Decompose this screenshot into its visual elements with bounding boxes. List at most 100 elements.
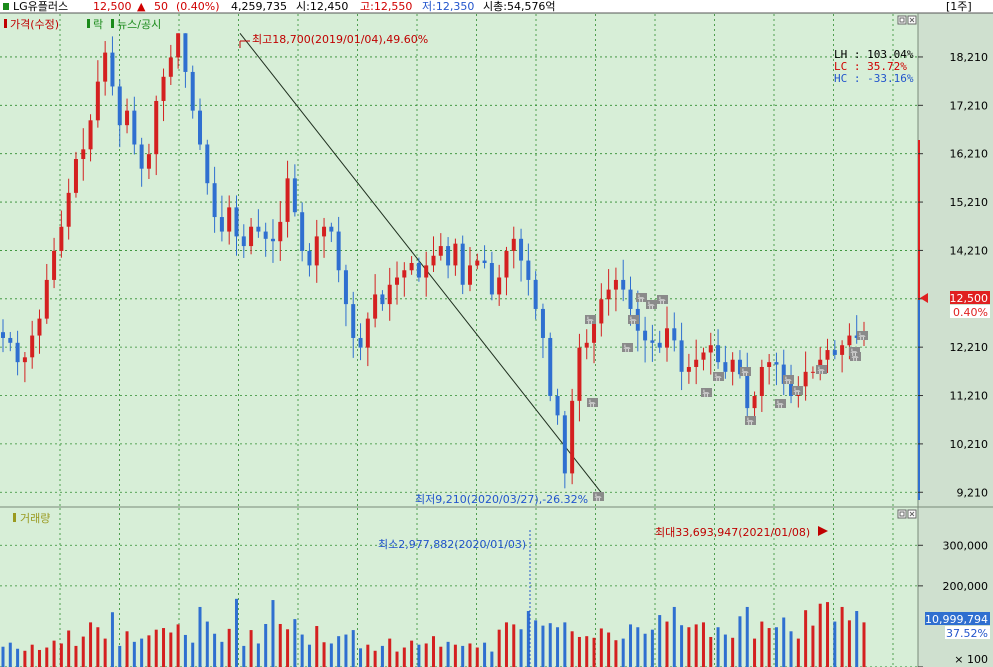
news-badge-icon[interactable]: 뉴	[783, 375, 794, 385]
volume-bar	[643, 633, 647, 667]
news-badge-icon[interactable]: 뉴	[587, 398, 598, 408]
news-badge-icon[interactable]: 뉴	[740, 367, 751, 377]
candlestick	[526, 243, 531, 296]
news-badge-icon[interactable]: 뉴	[816, 365, 827, 375]
price-tick-label: 14,210	[950, 244, 989, 257]
volume-unit-label: × 100	[954, 653, 988, 666]
candlestick	[227, 195, 232, 245]
maximize-icon[interactable]	[897, 509, 907, 519]
candlestick	[358, 323, 363, 361]
volume-tick-label: 200,000	[943, 580, 989, 593]
range-stats: LH : 103.04% LC : 35.72% HC : -33.16%	[834, 48, 914, 85]
volume-bar	[234, 598, 238, 667]
volume-bar	[67, 630, 71, 667]
candlestick	[307, 243, 312, 277]
candlestick	[373, 274, 378, 328]
news-badge-icon[interactable]: 뉴	[646, 300, 657, 310]
volume-gridlines	[0, 508, 918, 667]
volume-bar	[205, 621, 209, 667]
volume-bar	[475, 647, 479, 667]
legend-news[interactable]: 뉴스/공시	[117, 18, 161, 31]
open-price: 시:12,450	[296, 0, 348, 13]
candlestick	[59, 210, 64, 258]
current-volume-pct-label: 37.52%	[946, 627, 988, 640]
news-badge-icon[interactable]: 뉴	[622, 343, 633, 353]
candlestick	[30, 320, 35, 369]
candlestick	[832, 340, 837, 360]
news-badge-icon[interactable]: 뉴	[857, 331, 868, 341]
candlestick	[562, 410, 567, 489]
candlestick	[840, 340, 845, 373]
news-badge-icon[interactable]: 뉴	[850, 352, 861, 362]
news-badge-icon[interactable]: 뉴	[593, 492, 604, 502]
legend-volume[interactable]: 거래량	[20, 512, 50, 525]
current-volume-tag: 10,999,794 37.52% × 100	[925, 612, 990, 666]
volume-bar	[8, 642, 12, 667]
candlestick	[548, 332, 553, 402]
news-badge-icon[interactable]: 뉴	[792, 386, 803, 396]
news-badge-icon[interactable]: 뉴	[636, 293, 647, 303]
candlestick	[613, 267, 618, 312]
price-change: 50	[154, 0, 168, 13]
volume-bar	[526, 611, 530, 667]
volume-bar	[271, 600, 275, 667]
candlestick	[482, 245, 487, 269]
header-bar	[0, 0, 993, 13]
volume-bar	[826, 602, 830, 667]
svg-text:뉴: 뉴	[629, 316, 636, 325]
news-badge-icon[interactable]: 뉴	[775, 399, 786, 409]
stock-name: LG유플러스	[13, 0, 68, 13]
volume-bar	[169, 632, 173, 667]
volume-bar	[176, 624, 180, 667]
candlestick	[555, 388, 560, 425]
volume-bar	[672, 606, 676, 667]
volume-bar	[774, 627, 778, 667]
candlestick	[511, 226, 516, 269]
volume-panel-window-buttons[interactable]	[897, 509, 917, 519]
candlestick	[774, 352, 779, 386]
news-badge-icon[interactable]: 뉴	[745, 416, 756, 426]
volume-bar	[665, 621, 669, 667]
legend-price[interactable]: 가격(수정)	[10, 18, 59, 31]
period-selector-button[interactable]: [1주]	[946, 0, 972, 13]
trade-volume: 4,259,735	[231, 0, 287, 13]
candlestick	[1, 319, 5, 353]
volume-tick-label: 300,000	[943, 539, 989, 552]
volume-bar	[249, 630, 253, 667]
up-arrow-icon: ▲	[137, 0, 146, 13]
legend-ex-rights[interactable]: 락	[93, 18, 103, 31]
svg-text:뉴: 뉴	[647, 301, 654, 310]
svg-text:뉴: 뉴	[637, 294, 644, 303]
candlestick	[592, 317, 597, 364]
volume-bar	[731, 637, 735, 667]
news-badge-icon[interactable]: 뉴	[585, 315, 596, 325]
volume-bar	[264, 623, 268, 667]
price-tick-label: 10,210	[950, 438, 989, 451]
news-badge-icon[interactable]: 뉴	[849, 347, 860, 357]
candlestick	[278, 200, 283, 261]
candlestick	[139, 137, 144, 187]
volume-bar	[629, 624, 633, 667]
candlestick	[584, 329, 589, 360]
candlestick	[176, 33, 181, 69]
price-panel-window-buttons[interactable]	[897, 15, 917, 25]
news-badge-icon[interactable]: 뉴	[657, 295, 668, 305]
candlestick	[446, 237, 451, 279]
candlestick	[146, 143, 151, 179]
news-badge-icon[interactable]: 뉴	[628, 315, 639, 325]
svg-text:뉴: 뉴	[714, 373, 721, 382]
maximize-icon[interactable]	[897, 15, 907, 25]
news-badge-icon[interactable]: 뉴	[713, 372, 724, 382]
candlestick	[329, 222, 334, 243]
stat-lh: LH : 103.04%	[834, 48, 914, 61]
volume-bar	[563, 622, 567, 667]
candlestick	[453, 238, 458, 276]
volume-bar	[548, 623, 552, 667]
candlestick	[650, 324, 655, 362]
candlestick	[416, 257, 421, 282]
candlestick	[752, 391, 757, 420]
candlestick	[489, 251, 494, 301]
news-badge-icon[interactable]: 뉴	[701, 388, 712, 398]
candlestick	[854, 315, 859, 344]
volume-bar	[366, 644, 370, 667]
